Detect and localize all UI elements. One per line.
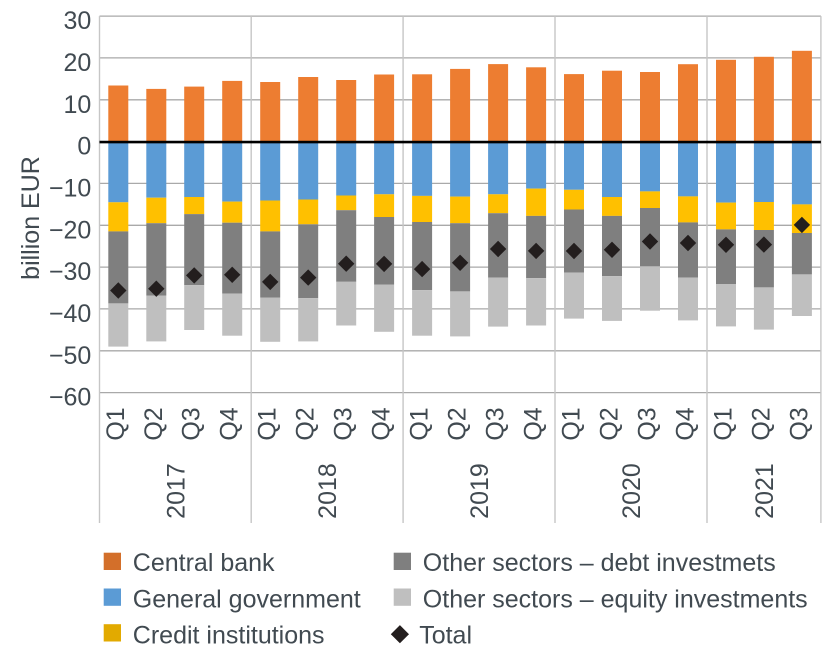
svg-text:Q3: Q3 xyxy=(330,407,358,440)
svg-text:Credit institutions: Credit institutions xyxy=(133,622,325,650)
svg-text:−60: −60 xyxy=(49,384,91,412)
svg-text:Q4: Q4 xyxy=(520,407,548,440)
svg-text:−30: −30 xyxy=(49,258,91,286)
svg-text:billion EUR: billion EUR xyxy=(17,156,45,280)
svg-text:Q4: Q4 xyxy=(216,407,244,440)
svg-text:Q3: Q3 xyxy=(634,407,662,440)
svg-text:Q2: Q2 xyxy=(292,407,320,440)
svg-text:Q1: Q1 xyxy=(558,407,586,440)
svg-text:Q2: Q2 xyxy=(747,407,775,440)
svg-text:Q4: Q4 xyxy=(672,407,700,440)
svg-text:Q3: Q3 xyxy=(178,407,206,440)
svg-text:Central bank: Central bank xyxy=(133,549,275,577)
svg-text:Q1: Q1 xyxy=(254,407,282,440)
svg-text:2019: 2019 xyxy=(466,463,494,519)
svg-text:Total: Total xyxy=(419,622,472,650)
svg-text:General government: General government xyxy=(133,586,361,614)
svg-text:Q4: Q4 xyxy=(368,407,396,440)
svg-text:Other sectors – debt investmet: Other sectors – debt investmets xyxy=(423,549,776,577)
svg-text:0: 0 xyxy=(77,133,91,161)
svg-text:Q2: Q2 xyxy=(596,407,624,440)
svg-text:Q3: Q3 xyxy=(482,407,510,440)
svg-text:20: 20 xyxy=(63,49,91,77)
svg-text:−20: −20 xyxy=(49,216,91,244)
svg-text:Q1: Q1 xyxy=(710,407,738,440)
svg-text:−40: −40 xyxy=(49,300,91,328)
svg-text:2021: 2021 xyxy=(751,463,779,519)
svg-text:30: 30 xyxy=(63,7,91,35)
svg-text:2020: 2020 xyxy=(618,463,646,519)
svg-text:Q1: Q1 xyxy=(102,407,130,440)
svg-text:Q3: Q3 xyxy=(785,407,813,440)
svg-text:10: 10 xyxy=(63,91,91,119)
svg-text:−10: −10 xyxy=(49,174,91,202)
svg-text:2018: 2018 xyxy=(314,463,342,519)
svg-text:−50: −50 xyxy=(49,342,91,370)
svg-text:2017: 2017 xyxy=(162,463,190,519)
svg-text:Q2: Q2 xyxy=(444,407,472,440)
svg-text:Q2: Q2 xyxy=(140,407,168,440)
svg-text:Q1: Q1 xyxy=(406,407,434,440)
svg-text:Other sectors – equity investm: Other sectors – equity investments xyxy=(423,586,808,614)
